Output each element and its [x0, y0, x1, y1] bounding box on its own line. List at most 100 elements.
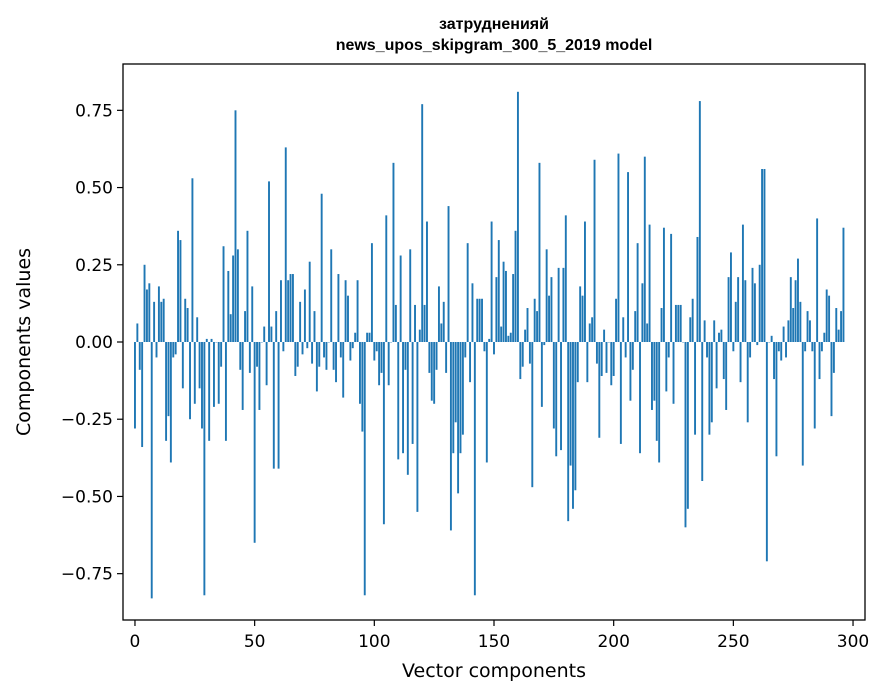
bar — [378, 342, 381, 386]
bar — [184, 298, 187, 342]
bar — [658, 342, 661, 463]
bar — [593, 159, 596, 342]
bar — [373, 342, 376, 361]
x-tick-label: 150 — [478, 632, 510, 652]
bar — [155, 342, 158, 358]
bar — [186, 308, 189, 342]
bar — [514, 230, 517, 342]
bar — [756, 342, 759, 346]
bar — [416, 342, 419, 512]
bar — [258, 342, 261, 410]
bar — [825, 289, 828, 342]
x-axis: 0 50 100 150 200 250 300 — [130, 620, 869, 652]
bar — [411, 342, 414, 444]
bar — [313, 311, 316, 342]
chart-title: затрудненияй — [439, 16, 549, 33]
bar — [251, 286, 254, 342]
bar — [375, 342, 378, 352]
bar — [294, 342, 297, 376]
bar — [323, 342, 326, 358]
bar — [488, 338, 491, 342]
bar — [445, 342, 448, 373]
bar — [347, 295, 349, 342]
bar — [397, 342, 400, 460]
bar — [612, 342, 615, 376]
bar — [500, 326, 503, 342]
bar — [385, 215, 388, 342]
bar — [287, 280, 290, 342]
bar — [280, 280, 282, 342]
bar — [725, 342, 728, 410]
bar — [392, 162, 395, 342]
bar — [354, 332, 357, 342]
bar — [205, 338, 208, 342]
bar — [521, 342, 524, 367]
bar — [828, 295, 831, 342]
bar — [739, 342, 742, 383]
bar — [318, 342, 321, 367]
bar — [710, 342, 713, 423]
bar — [370, 243, 373, 342]
bar — [466, 243, 469, 342]
bar — [437, 286, 440, 342]
bar — [674, 304, 677, 342]
bar — [138, 342, 141, 370]
y-tick-label: 0.75 — [75, 101, 113, 121]
bar — [763, 169, 766, 342]
bar — [552, 342, 555, 429]
bar — [299, 301, 302, 342]
bar — [696, 236, 699, 342]
bar — [335, 342, 337, 383]
bar — [715, 342, 718, 389]
bar — [591, 317, 594, 342]
x-axis-label: Vector components — [402, 660, 586, 682]
bar — [543, 342, 546, 346]
bar — [189, 342, 191, 420]
bar — [136, 323, 139, 342]
bar — [679, 304, 682, 342]
y-tick-label: 0.25 — [75, 256, 113, 276]
bar — [303, 289, 306, 342]
bar — [157, 286, 160, 342]
bar — [234, 110, 237, 342]
bar — [572, 342, 574, 509]
bar — [773, 342, 775, 380]
bar — [366, 332, 369, 342]
bar — [402, 342, 404, 454]
bar — [550, 277, 553, 342]
bar — [667, 342, 670, 358]
bar — [325, 342, 328, 370]
bar — [842, 227, 845, 342]
bar — [804, 342, 807, 352]
bar — [741, 224, 744, 342]
bar — [574, 342, 577, 491]
bar — [349, 342, 352, 361]
bar — [816, 218, 819, 342]
bar — [337, 274, 340, 342]
bar — [770, 335, 773, 342]
bar — [421, 104, 424, 342]
bar — [454, 342, 457, 423]
bar — [483, 342, 486, 352]
bar — [382, 342, 385, 525]
bar — [198, 342, 201, 389]
bar — [141, 342, 144, 448]
bar — [639, 342, 641, 454]
bar — [153, 301, 156, 342]
bar — [536, 311, 539, 342]
bar — [567, 342, 570, 522]
bar — [485, 342, 488, 463]
bar — [516, 91, 519, 342]
bar — [631, 342, 634, 370]
bar — [433, 342, 436, 404]
x-tick-label: 250 — [717, 632, 749, 652]
bar — [380, 342, 383, 373]
bar — [538, 162, 541, 342]
bar — [512, 274, 515, 342]
bar — [172, 342, 175, 358]
bar — [476, 298, 479, 342]
bar — [806, 311, 809, 342]
bar — [442, 301, 445, 342]
bar — [246, 230, 249, 342]
